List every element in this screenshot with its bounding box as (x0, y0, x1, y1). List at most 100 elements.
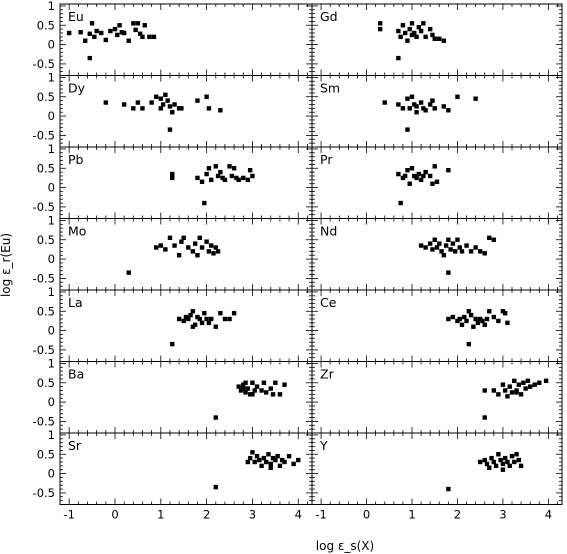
data-point (163, 92, 168, 98)
data-point (446, 108, 451, 113)
data-point (509, 390, 515, 395)
data-point (430, 98, 435, 103)
data-point (443, 243, 449, 248)
y-tick-label: 0 (48, 324, 55, 338)
data-point (204, 94, 209, 99)
data-point (491, 388, 497, 393)
data-point (482, 251, 487, 256)
data-point (179, 239, 184, 244)
data-point (409, 94, 415, 99)
data-point (99, 30, 104, 36)
data-point (464, 318, 469, 324)
data-point (282, 382, 287, 387)
panel-y: Y (311, 432, 563, 505)
data-point (277, 463, 283, 469)
data-point (489, 455, 494, 461)
data-point (421, 106, 426, 111)
data-point (206, 320, 212, 326)
data-point (263, 459, 269, 465)
data-point (527, 384, 533, 389)
data-point (213, 484, 218, 490)
panel-ce: Ce (311, 289, 563, 362)
data-point (254, 384, 260, 389)
data-point (418, 100, 424, 105)
data-point (112, 26, 118, 32)
data-point (455, 237, 460, 242)
data-point (396, 102, 401, 107)
panel-frame (311, 361, 563, 434)
y-tick-label: 0 (48, 252, 55, 266)
data-point (154, 94, 159, 99)
data-point (434, 179, 440, 184)
data-point (227, 164, 232, 169)
data-point (206, 106, 212, 111)
data-point (402, 30, 408, 36)
data-point (163, 247, 168, 252)
data-point (213, 245, 218, 250)
data-point (500, 382, 506, 387)
panel-frame (311, 432, 563, 505)
data-point (446, 167, 451, 173)
data-point (199, 179, 205, 184)
data-point (441, 253, 447, 258)
data-point (423, 169, 428, 175)
data-point (418, 243, 424, 248)
panel-label: Sm (320, 81, 340, 96)
data-point (432, 106, 437, 111)
data-point (405, 38, 410, 43)
data-point (121, 30, 127, 36)
data-point (167, 104, 173, 109)
data-point (523, 386, 528, 391)
data-point (457, 316, 462, 322)
data-point (466, 309, 472, 314)
data-point (484, 316, 490, 322)
y-tick-label: 1 (48, 285, 55, 299)
data-point (516, 382, 522, 387)
data-point (468, 312, 474, 318)
y-tick-label: 0 (48, 38, 55, 52)
data-point (427, 102, 433, 107)
data-point (396, 55, 401, 61)
data-point (160, 102, 166, 107)
data-point (131, 21, 136, 26)
x-tick-label: -1 (315, 508, 326, 522)
data-point (459, 249, 465, 254)
data-point (423, 245, 428, 250)
x-tick-label: 0 (111, 508, 118, 522)
data-point (195, 175, 200, 181)
data-point (220, 175, 225, 181)
data-point (270, 392, 276, 397)
panel-label: Eu (68, 9, 84, 24)
data-point (231, 166, 237, 171)
data-point (496, 318, 501, 324)
data-point (117, 23, 122, 28)
data-point (480, 318, 485, 324)
data-point (247, 167, 253, 173)
data-point (186, 316, 191, 322)
data-point (509, 453, 515, 459)
panel-frame (59, 146, 313, 219)
panel-frame (311, 289, 563, 362)
y-tick-label: 0.5 (37, 161, 55, 175)
y-tick-label: -0.5 (33, 414, 55, 428)
data-point (377, 26, 383, 32)
data-point (140, 34, 145, 40)
data-point (218, 108, 223, 113)
data-point (471, 324, 476, 329)
data-point (192, 241, 198, 246)
data-point (430, 181, 435, 186)
data-point (514, 452, 519, 457)
data-point (204, 239, 209, 244)
data-point (462, 314, 467, 320)
data-point (430, 32, 435, 38)
data-point (190, 324, 196, 329)
data-point (382, 100, 387, 105)
x-tick-label: 1 (157, 508, 164, 522)
data-point (197, 235, 202, 241)
data-point (455, 94, 460, 99)
data-point (197, 316, 202, 322)
y-tick-label: 0 (48, 395, 55, 409)
data-point (252, 388, 257, 393)
data-point (502, 455, 508, 461)
